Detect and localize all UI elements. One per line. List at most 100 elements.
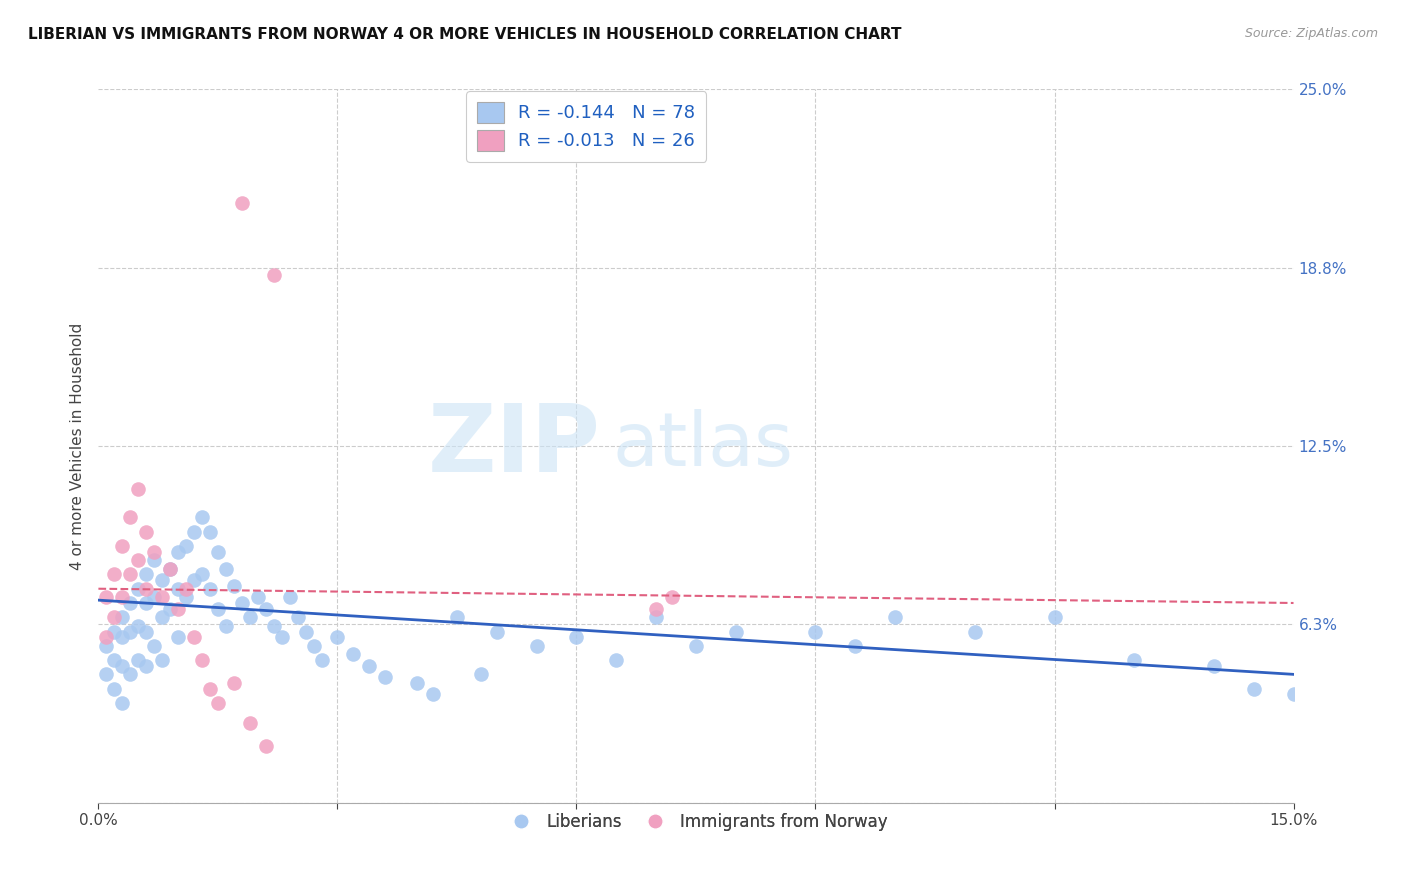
- Point: [111, 539, 134, 553]
- Point: [231, 596, 253, 610]
- Point: [207, 544, 229, 558]
- Point: [326, 630, 349, 644]
- Y-axis label: 4 or more Vehicles in Household: 4 or more Vehicles in Household: [69, 322, 84, 570]
- Point: [963, 624, 986, 639]
- Point: [135, 658, 157, 673]
- Point: [103, 610, 125, 624]
- Point: [127, 582, 149, 596]
- Point: [150, 591, 173, 605]
- Point: [143, 591, 166, 605]
- Point: [96, 667, 118, 681]
- Point: [446, 610, 468, 624]
- Point: [239, 715, 262, 730]
- Point: [246, 591, 269, 605]
- Point: [191, 653, 214, 667]
- Point: [127, 653, 149, 667]
- Point: [167, 630, 190, 644]
- Point: [526, 639, 548, 653]
- Point: [135, 524, 157, 539]
- Point: [724, 624, 747, 639]
- Point: [135, 624, 157, 639]
- Point: [183, 630, 205, 644]
- Point: [207, 696, 229, 710]
- Point: [174, 591, 197, 605]
- Point: [1243, 681, 1265, 696]
- Point: [150, 653, 173, 667]
- Point: [645, 601, 668, 615]
- Text: ZIP: ZIP: [427, 400, 600, 492]
- Point: [150, 573, 173, 587]
- Point: [167, 544, 190, 558]
- Point: [270, 630, 292, 644]
- Point: [120, 624, 142, 639]
- Legend: Liberians, Immigrants from Norway: Liberians, Immigrants from Norway: [498, 806, 894, 838]
- Point: [605, 653, 627, 667]
- Point: [263, 268, 285, 282]
- Point: [103, 624, 125, 639]
- Point: [198, 582, 221, 596]
- Point: [135, 567, 157, 582]
- Point: [470, 667, 492, 681]
- Point: [239, 610, 262, 624]
- Point: [215, 619, 238, 633]
- Point: [167, 582, 190, 596]
- Point: [111, 610, 134, 624]
- Point: [159, 601, 181, 615]
- Point: [111, 658, 134, 673]
- Point: [96, 591, 118, 605]
- Point: [661, 591, 683, 605]
- Point: [485, 624, 508, 639]
- Point: [143, 544, 166, 558]
- Point: [150, 610, 173, 624]
- Point: [1202, 658, 1225, 673]
- Point: [278, 591, 301, 605]
- Point: [159, 562, 181, 576]
- Point: [96, 630, 118, 644]
- Point: [174, 582, 197, 596]
- Point: [167, 601, 190, 615]
- Point: [191, 510, 214, 524]
- Point: [359, 658, 381, 673]
- Point: [159, 562, 181, 576]
- Point: [311, 653, 333, 667]
- Point: [231, 196, 253, 211]
- Point: [884, 610, 907, 624]
- Point: [1123, 653, 1146, 667]
- Point: [174, 539, 197, 553]
- Point: [406, 676, 429, 690]
- Point: [294, 624, 316, 639]
- Point: [342, 648, 364, 662]
- Point: [127, 619, 149, 633]
- Point: [183, 524, 205, 539]
- Point: [127, 553, 149, 567]
- Point: [120, 667, 142, 681]
- Point: [103, 567, 125, 582]
- Point: [183, 573, 205, 587]
- Text: Source: ZipAtlas.com: Source: ZipAtlas.com: [1244, 27, 1378, 40]
- Point: [1043, 610, 1066, 624]
- Point: [685, 639, 707, 653]
- Point: [565, 630, 588, 644]
- Point: [207, 601, 229, 615]
- Point: [120, 510, 142, 524]
- Point: [198, 524, 221, 539]
- Point: [111, 696, 134, 710]
- Point: [96, 639, 118, 653]
- Point: [374, 670, 396, 684]
- Point: [111, 630, 134, 644]
- Point: [143, 639, 166, 653]
- Point: [287, 610, 309, 624]
- Point: [103, 653, 125, 667]
- Point: [222, 579, 245, 593]
- Point: [804, 624, 827, 639]
- Point: [127, 482, 149, 496]
- Point: [215, 562, 238, 576]
- Point: [844, 639, 866, 653]
- Text: LIBERIAN VS IMMIGRANTS FROM NORWAY 4 OR MORE VEHICLES IN HOUSEHOLD CORRELATION C: LIBERIAN VS IMMIGRANTS FROM NORWAY 4 OR …: [28, 27, 901, 42]
- Point: [254, 601, 277, 615]
- Point: [143, 553, 166, 567]
- Point: [135, 582, 157, 596]
- Point: [222, 676, 245, 690]
- Point: [135, 596, 157, 610]
- Point: [120, 596, 142, 610]
